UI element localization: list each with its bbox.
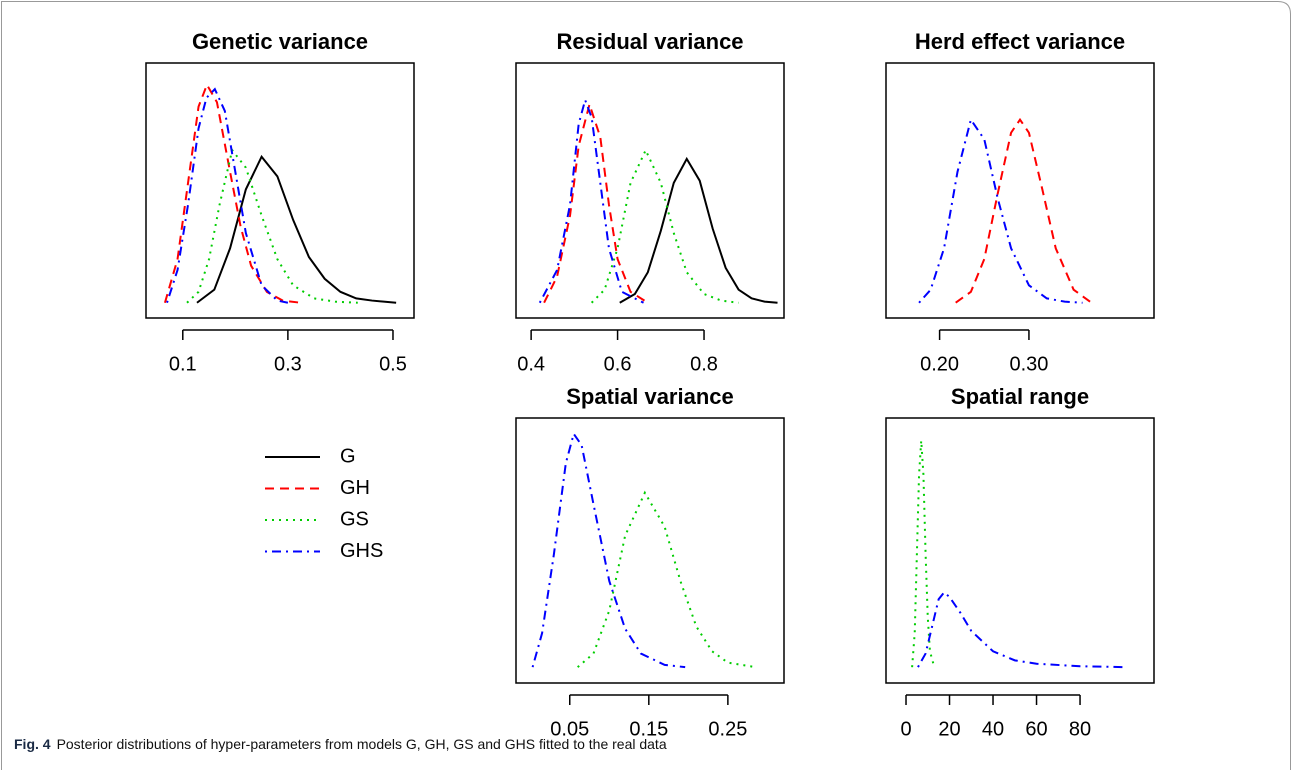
density-line — [619, 156, 778, 304]
chart-title: Herd effect variance — [915, 29, 1125, 54]
density-line — [538, 96, 644, 304]
x-tick-label: 60 — [1025, 718, 1047, 740]
density-line — [917, 590, 1127, 669]
caption: Fig. 4 Posterior distributions of hyper-p… — [14, 736, 667, 752]
plot-box — [515, 417, 785, 684]
density-line — [196, 154, 397, 304]
x-tick-label: 0.6 — [604, 353, 632, 375]
density-line — [918, 117, 1083, 304]
x-tick-label: 0.8 — [690, 353, 718, 375]
chart-title: Spatial range — [951, 384, 1089, 409]
x-tick-label: 0 — [900, 718, 911, 740]
x-tick-label: 0.1 — [169, 353, 197, 375]
plot-box — [885, 417, 1155, 684]
density-line — [955, 117, 1093, 304]
plot-box — [885, 62, 1155, 319]
x-tick-label: 0.30 — [1009, 353, 1048, 375]
x-tick-label: 0.15 — [629, 718, 668, 740]
density-line — [531, 431, 686, 669]
legend-label: GH — [340, 477, 370, 499]
x-tick-label: 0.4 — [517, 353, 545, 375]
density-line — [911, 440, 936, 668]
chart-title: Genetic variance — [192, 29, 368, 54]
x-tick-label: 0.3 — [274, 353, 302, 375]
legend-label: GS — [340, 508, 369, 530]
chart-title: Spatial variance — [566, 384, 734, 409]
plot-box — [145, 62, 415, 319]
x-tick-label: 0.5 — [379, 353, 407, 375]
density-line — [577, 490, 756, 669]
x-tick-label: 20 — [938, 718, 960, 740]
legend-label: GHS — [340, 540, 383, 562]
density-line — [186, 147, 358, 304]
density-line — [166, 87, 289, 304]
x-tick-label: 0.05 — [550, 718, 589, 740]
x-tick-label: 80 — [1069, 718, 1091, 740]
caption-text: Posterior distributions of hyper-paramet… — [56, 736, 667, 752]
chart-title: Residual variance — [556, 29, 743, 54]
x-tick-label: 0.25 — [708, 718, 747, 740]
density-line — [163, 82, 301, 304]
x-tick-label: 0.20 — [920, 353, 959, 375]
density-line — [543, 100, 649, 304]
caption-label: Fig. 4 — [14, 736, 51, 752]
x-tick-label: 40 — [982, 718, 1004, 740]
plot-box — [515, 62, 785, 319]
legend-label: G — [340, 445, 356, 467]
density-line — [590, 147, 739, 304]
